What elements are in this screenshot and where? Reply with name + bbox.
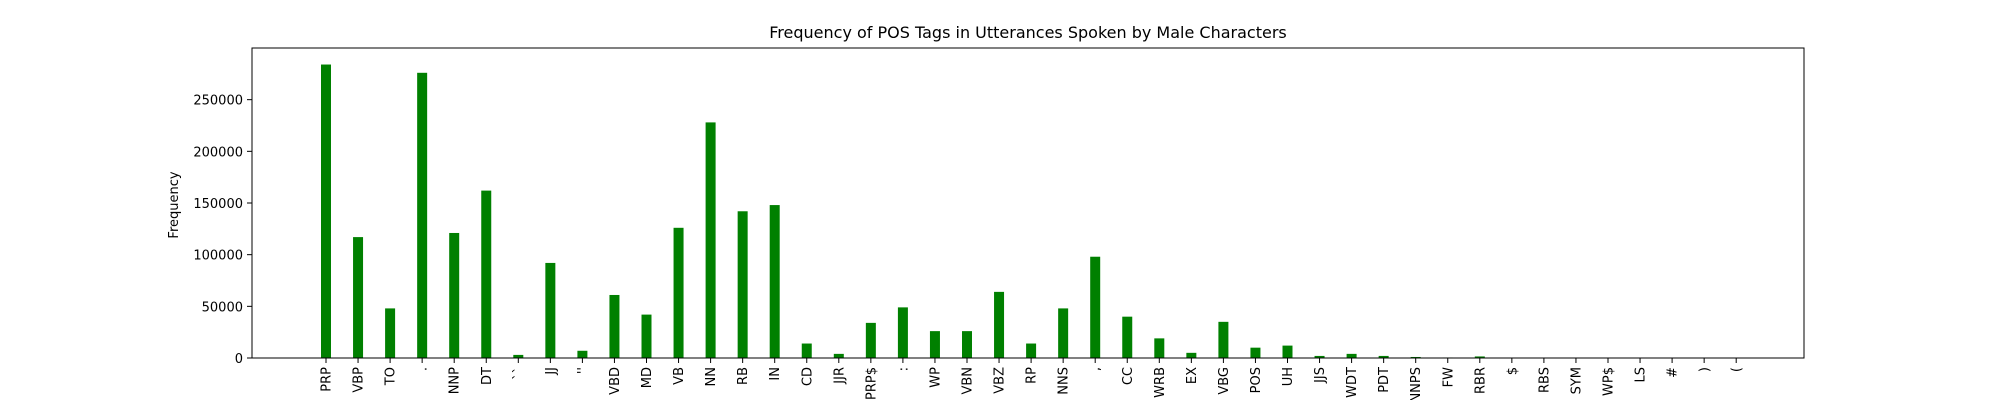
x-tick-label: WDT <box>1345 367 1360 398</box>
y-tick-label: 50000 <box>202 300 243 315</box>
x-tick-label: POS <box>1249 367 1264 393</box>
x-tick-label: VBG <box>1217 367 1232 395</box>
x-tick-label: WP <box>928 367 943 388</box>
bar <box>930 331 940 358</box>
x-tick-label: RBS <box>1537 367 1552 393</box>
x-tick-label: ) <box>1698 367 1713 372</box>
bar <box>449 233 459 358</box>
x-tick-label: PRP$ <box>864 367 879 400</box>
bar <box>481 191 491 358</box>
bar <box>353 237 363 358</box>
y-tick-label: 0 <box>235 352 243 367</box>
x-tick-label: DT <box>480 367 495 385</box>
x-tick-label: WP$ <box>1602 367 1617 396</box>
bar <box>802 344 812 358</box>
x-tick-label: EX <box>1185 367 1200 384</box>
bar <box>385 308 395 358</box>
x-tick-label: NNP <box>448 367 463 394</box>
y-tick-label: 200000 <box>193 145 243 160</box>
bar <box>1122 317 1132 358</box>
bar <box>1186 353 1196 358</box>
bar <box>1347 354 1357 358</box>
x-tick-label: VB <box>672 367 687 385</box>
x-tick-label: . <box>416 367 431 371</box>
x-tick-label: CC <box>1121 367 1136 385</box>
bar <box>1283 346 1293 358</box>
x-tick-label: UH <box>1281 367 1296 386</box>
x-tick-label: MD <box>640 367 655 388</box>
x-tick-label: FW <box>1441 367 1456 387</box>
x-tick-label: VBN <box>961 367 976 395</box>
x-tick-label: VBZ <box>993 367 1008 394</box>
bar <box>834 354 844 358</box>
bar <box>321 65 331 358</box>
chart-title: Frequency of POS Tags in Utterances Spok… <box>769 23 1287 42</box>
y-tick-label: 100000 <box>193 249 243 264</box>
bar <box>994 292 1004 358</box>
bar <box>706 122 716 358</box>
x-axis-ticks: PRP VBP TO. NNP DT `` JJ '' VBD MD VB NN RB IN CD JJR PR… <box>320 358 1745 400</box>
bar <box>1218 322 1228 358</box>
x-tick-label: NN <box>704 367 719 386</box>
bar <box>866 323 876 358</box>
x-tick-label: `` <box>512 367 527 380</box>
x-tick-label: , <box>1089 367 1104 371</box>
y-axis-label: Frequency <box>167 171 182 238</box>
x-tick-label: CD <box>800 367 815 386</box>
x-tick-label: # <box>1666 367 1681 378</box>
bar <box>674 228 684 358</box>
bar <box>770 205 780 358</box>
x-tick-label: LS <box>1634 367 1649 383</box>
x-tick-label: ( <box>1730 367 1745 372</box>
x-tick-label: JJS <box>1313 367 1328 384</box>
bar <box>577 351 587 358</box>
x-tick-label: TO <box>384 367 399 386</box>
bar-series <box>321 65 1741 358</box>
x-tick-label: NNPS <box>1409 367 1424 400</box>
bar <box>1058 308 1068 358</box>
bar <box>738 211 748 358</box>
x-tick-label: RBR <box>1473 367 1488 394</box>
x-tick-label: PDT <box>1377 367 1392 393</box>
x-tick-label: VBP <box>352 367 367 393</box>
x-tick-label: WRB <box>1153 367 1168 398</box>
bar <box>898 307 908 358</box>
x-tick-label: SYM <box>1569 367 1584 394</box>
x-tick-label: JJ <box>544 367 559 376</box>
bar <box>962 331 972 358</box>
x-tick-label: RB <box>736 367 751 385</box>
x-tick-label: VBD <box>608 367 623 395</box>
y-tick-label: 250000 <box>193 94 243 109</box>
x-tick-label: '' <box>576 367 591 374</box>
bar <box>545 263 555 358</box>
x-tick-label: JJR <box>832 367 847 385</box>
x-tick-label: $ <box>1505 367 1520 375</box>
bar <box>1250 348 1260 358</box>
x-tick-label: RP <box>1025 367 1040 384</box>
y-tick-label: 150000 <box>193 197 243 212</box>
bar <box>417 73 427 358</box>
x-tick-label: IN <box>768 367 783 381</box>
x-tick-label: PRP <box>320 367 335 392</box>
bar <box>1154 338 1164 358</box>
bar <box>1090 257 1100 358</box>
bar <box>642 315 652 358</box>
x-tick-label: NNS <box>1057 367 1072 395</box>
y-axis-ticks: 0 50000 100000 150000 200000 250000 <box>193 94 252 367</box>
bar <box>609 295 619 358</box>
x-tick-label: : <box>896 367 911 371</box>
bar <box>1026 344 1036 358</box>
